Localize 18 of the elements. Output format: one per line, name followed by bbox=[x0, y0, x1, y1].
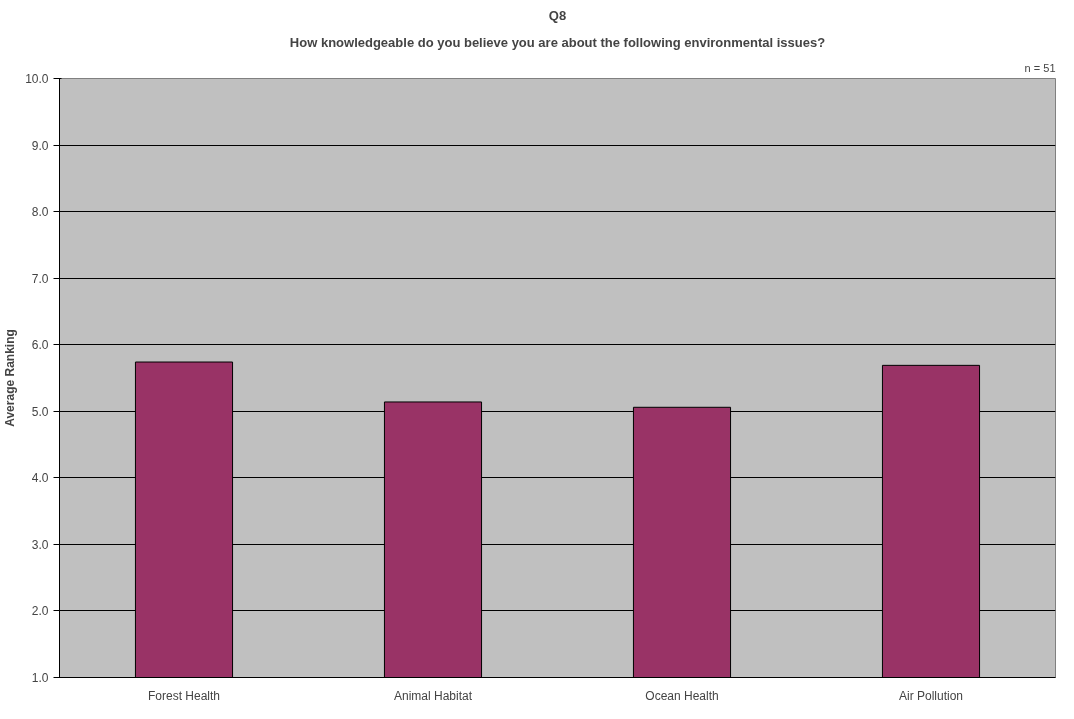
chart-subtitle: How knowledgeable do you believe you are about the following environmental issues? bbox=[289, 34, 826, 50]
y-tick-label: 7.0 bbox=[31, 271, 49, 286]
y-tick-label: 2.0 bbox=[31, 604, 49, 619]
chart-title: Q8 bbox=[548, 7, 567, 23]
x-tick-label: Animal Habitat bbox=[393, 688, 473, 703]
y-tick-label: 8.0 bbox=[31, 205, 49, 220]
y-axis-title: Average Ranking bbox=[3, 329, 18, 427]
y-tick-label: 9.0 bbox=[31, 138, 49, 153]
y-tick-label: 5.0 bbox=[31, 404, 49, 419]
y-tick-label: 10.0 bbox=[25, 72, 49, 86]
x-tick-label: Ocean Health bbox=[645, 688, 719, 703]
y-tick-label: 6.0 bbox=[31, 338, 49, 353]
y-tick-label: 1.0 bbox=[31, 671, 49, 685]
y-tick-label: 3.0 bbox=[31, 537, 49, 552]
x-tick-label: Air Pollution bbox=[898, 688, 964, 703]
x-tick-label: Forest Health bbox=[147, 688, 221, 703]
y-tick-label: 4.0 bbox=[31, 471, 49, 486]
text: n = 51 bbox=[1024, 61, 1056, 74]
